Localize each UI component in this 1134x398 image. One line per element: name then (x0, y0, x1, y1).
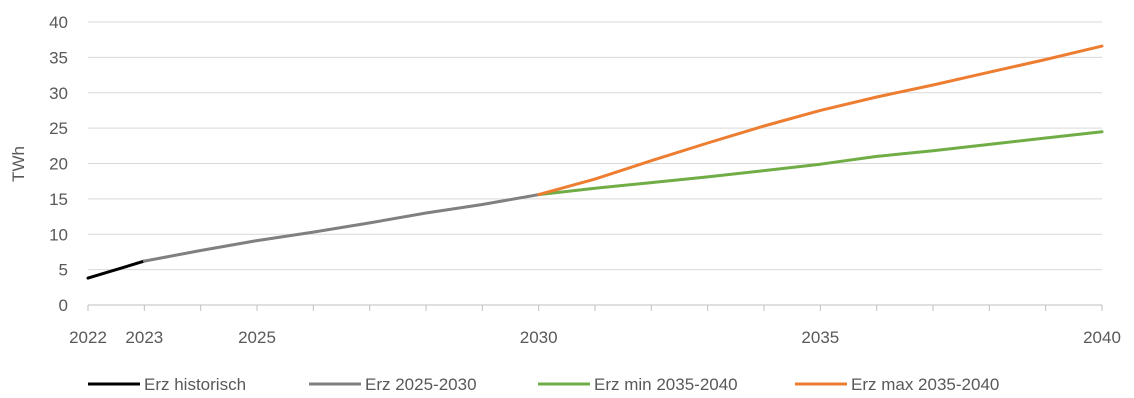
gridlines (88, 21, 1102, 271)
y-tick-label-5: 5 (59, 261, 68, 280)
y-tick-label-20: 20 (49, 155, 68, 174)
legend-label-2: Erz 2025-2030 (365, 375, 477, 394)
legend-label-3: Erz min 2035-2040 (594, 375, 738, 394)
legend: Erz historisch Erz 2025-2030 Erz min 2035-… (88, 375, 999, 394)
y-tick-label-25: 25 (49, 119, 68, 138)
series-line-3 (537, 130, 1104, 197)
series-line-4 (537, 44, 1104, 197)
x-axis: 2022 2023 2025 2030 2035 2040 (69, 304, 1121, 347)
x-tick-label-2030: 2030 (520, 328, 558, 347)
y-tick-label-10: 10 (49, 225, 68, 244)
x-tick-label-2035: 2035 (801, 328, 839, 347)
series-layer (86, 44, 1104, 280)
y-axis-ticks: 0 5 10 15 20 25 30 35 40 (49, 13, 68, 315)
series-line-1 (86, 259, 146, 280)
y-tick-label-30: 30 (49, 84, 68, 103)
legend-label-4: Erz max 2035-2040 (851, 375, 999, 394)
x-tick-label-2022: 2022 (69, 328, 107, 347)
x-tick-label-2023: 2023 (125, 328, 163, 347)
y-tick-label-35: 35 (49, 48, 68, 67)
y-tick-label-40: 40 (49, 13, 68, 32)
legend-label-1: Erz historisch (144, 375, 246, 394)
series-line-2 (142, 193, 541, 263)
x-tick-label-2025: 2025 (238, 328, 276, 347)
x-tick-label-2040: 2040 (1083, 328, 1121, 347)
y-tick-label-15: 15 (49, 190, 68, 209)
y-tick-label-0: 0 (59, 296, 68, 315)
y-axis-title: TWh (9, 146, 28, 182)
